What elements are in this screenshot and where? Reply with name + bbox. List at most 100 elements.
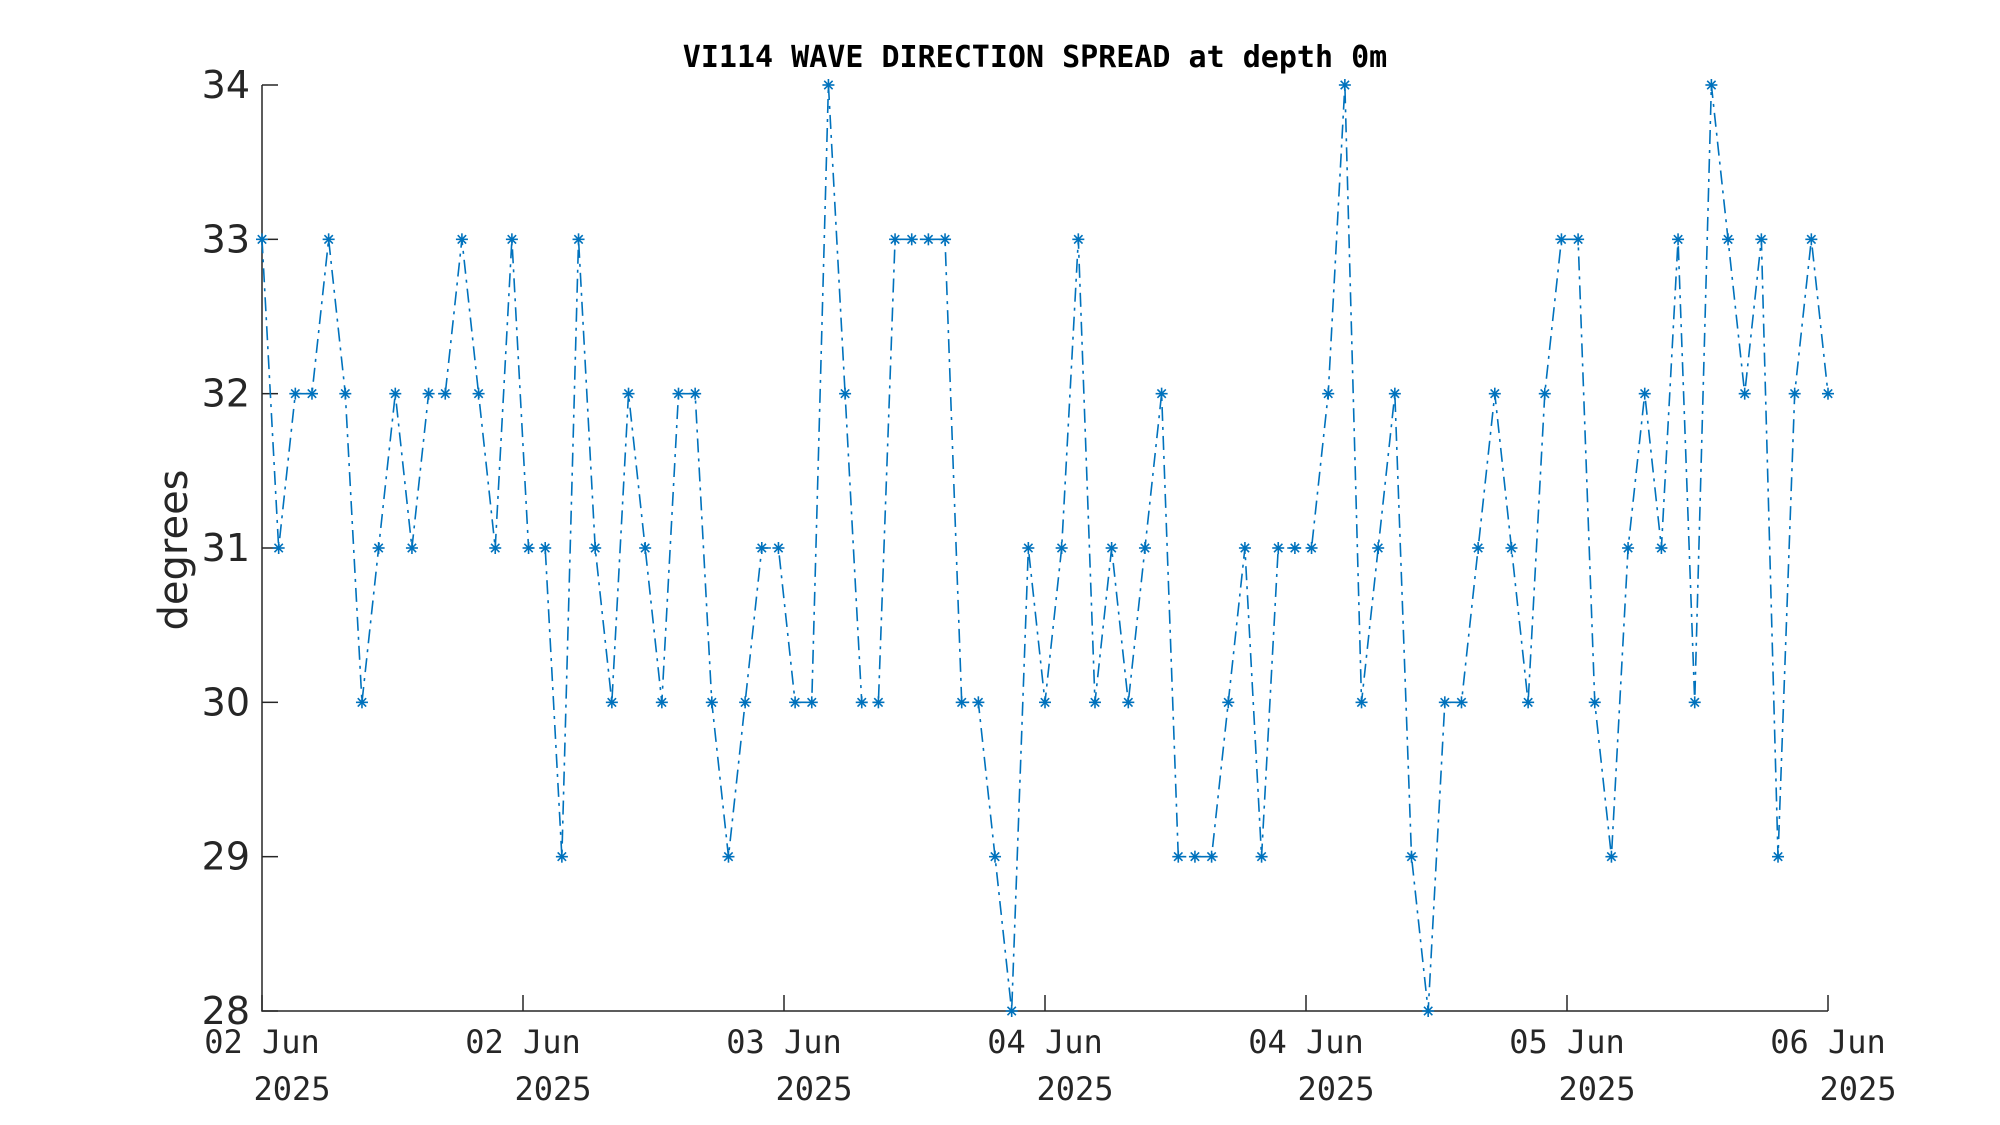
data-point [1672,233,1685,246]
data-point [1305,542,1318,554]
data-point [1738,387,1751,400]
data-point [1605,850,1618,863]
data-point [772,542,785,554]
data-point [655,696,668,709]
data-point [1322,387,1335,400]
data-point [805,696,818,709]
data-point [905,233,918,246]
x-tick-label-year: 2025 [1558,1070,1635,1108]
data-point [1238,542,1251,554]
data-point [1388,387,1401,400]
y-tick-label: 32 [202,372,250,416]
data-point [589,542,602,554]
data-point [1155,387,1168,400]
x-tick-label-date: 02 Jun [204,1023,320,1061]
data-point [972,696,985,709]
data-point [1638,387,1651,400]
data-point [722,850,735,863]
data-point [622,387,635,400]
data-point [1588,696,1601,709]
data-point [1255,850,1268,863]
y-tick-label: 29 [202,835,250,879]
x-tick-label-year: 2025 [1297,1070,1374,1108]
data-point [1222,696,1235,709]
data-point [1472,542,1485,554]
data-point [605,696,618,709]
data-point [1772,850,1785,863]
data-point [489,542,502,554]
data-point [1122,696,1135,709]
x-tick-label-year: 2025 [775,1070,852,1108]
data-point [1288,542,1301,554]
data-point [1172,850,1185,863]
x-tick-label-date: 03 Jun [726,1023,842,1061]
data-point [1088,696,1101,709]
data-point [439,387,452,400]
data-point [705,696,718,709]
x-tick-label-year: 2025 [253,1070,330,1108]
data-point [1105,542,1118,554]
data-point [739,696,752,709]
data-point [1405,850,1418,863]
data-point [755,542,768,554]
data-point [1422,1005,1435,1017]
data-point [855,696,868,709]
data-point [1039,696,1051,709]
data-point [1822,387,1834,400]
data-point [1488,387,1501,400]
data-point [1455,696,1468,709]
x-tick-label-date: 05 Jun [1509,1023,1625,1061]
data-point [1572,233,1585,246]
data-point [1622,542,1635,554]
data-point [289,387,302,400]
y-tick-label: 28 [202,989,250,1033]
data-point [1372,542,1385,554]
data-point [1805,233,1818,246]
data-point [1755,233,1768,246]
data-point [305,387,318,400]
data-point [455,233,468,246]
chart-title: VI114 WAVE DIRECTION SPREAD at depth 0m [683,40,1387,75]
y-tick-label: 34 [202,63,250,107]
data-point [372,542,385,554]
data-point [572,233,585,246]
data-point [1072,233,1085,246]
data-point [1338,79,1351,91]
data-point [472,387,485,400]
data-point [1055,542,1068,554]
y-ticks: 28 29 30 31 32 33 34 [202,63,278,1033]
data-point [1505,542,1518,554]
data-point [272,542,285,554]
x-tick-label-date: 06 Jun [1770,1023,1886,1061]
x-tick-label-year: 2025 [1036,1070,1113,1108]
data-point [1005,1005,1018,1017]
data-point [405,542,418,554]
data-point [505,233,518,246]
data-point [689,387,702,400]
x-tick-label-date: 04 Jun [1248,1023,1364,1061]
data-point [422,387,435,400]
data-point [339,387,352,400]
series-group [256,79,1834,1017]
data-point [1522,696,1535,709]
x-ticks: 02 Jun 2025 02 Jun 2025 03 Jun 2025 04 Jun 2025… [204,995,1897,1108]
x-tick-label-year: 2025 [514,1070,591,1108]
data-point [839,387,852,400]
data-point [555,850,568,863]
data-point [256,233,268,246]
data-point [1705,79,1718,91]
y-tick-label: 31 [202,526,250,570]
data-point [389,387,402,400]
data-point [1188,850,1201,863]
data-point [1688,696,1701,709]
data-point [1438,696,1451,709]
y-axis-label: degrees [151,469,197,630]
data-point [939,233,952,246]
data-point [922,233,935,246]
data-point [522,542,535,554]
data-point [1205,850,1218,863]
data-point [1538,387,1551,400]
data-point [539,542,552,554]
y-tick-label: 30 [202,680,250,724]
